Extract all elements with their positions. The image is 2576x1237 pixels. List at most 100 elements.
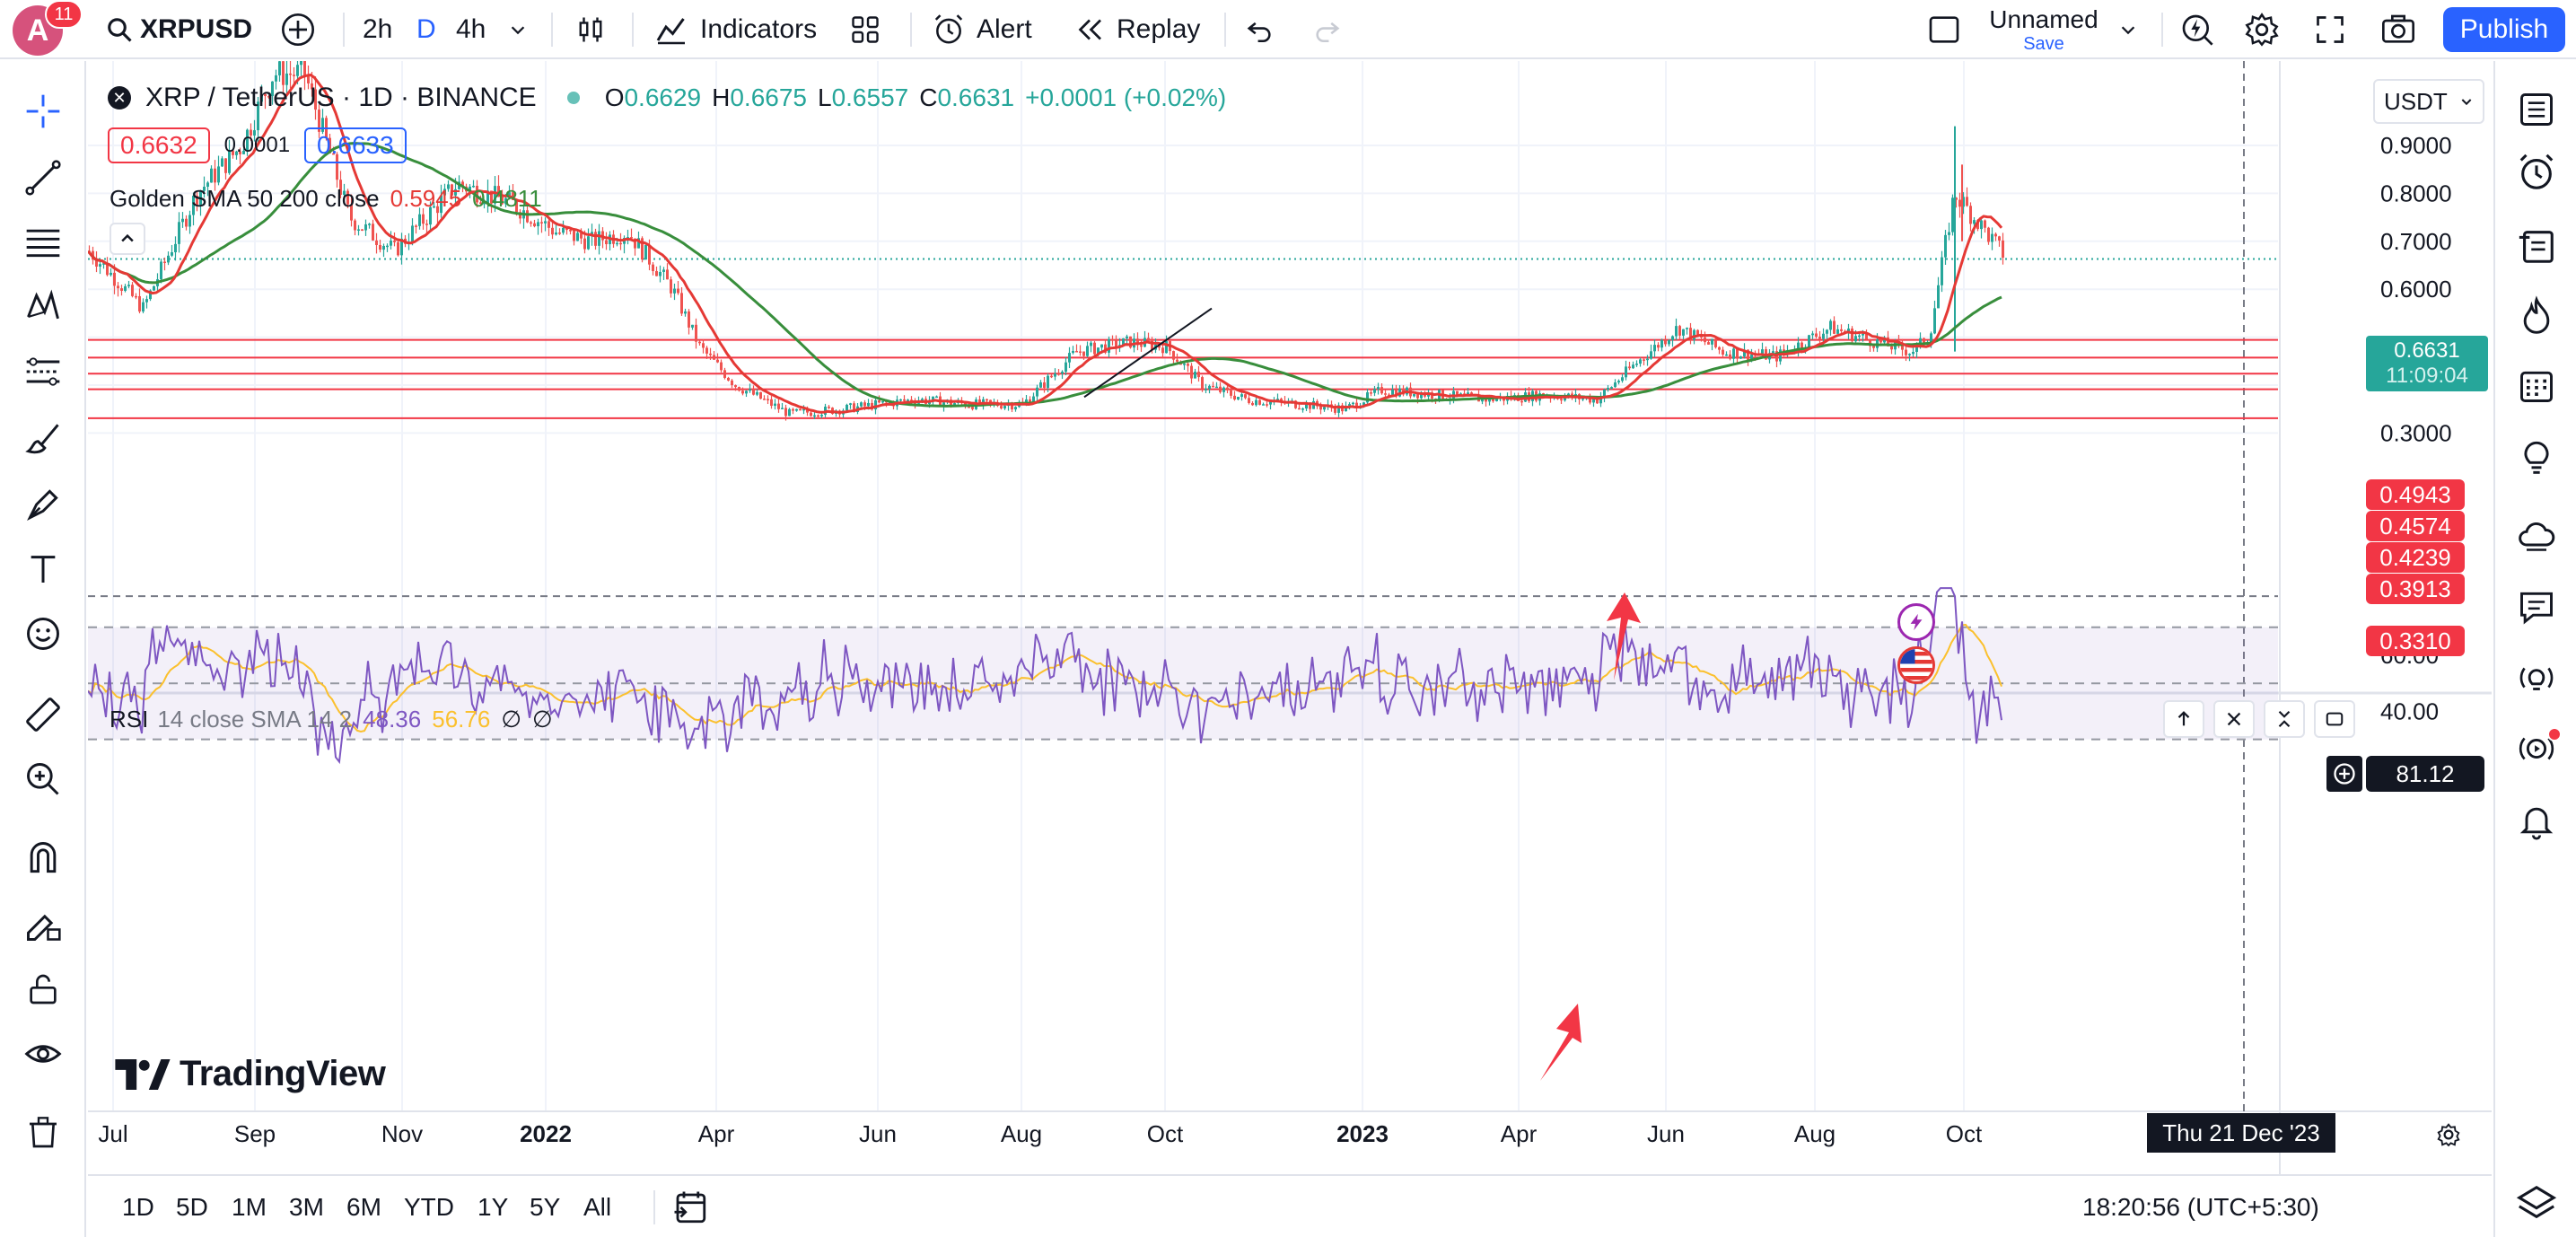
indicators-button[interactable]: Indicators — [655, 0, 817, 59]
bell-icon — [2519, 807, 2554, 840]
replay-broadcast-button[interactable] — [2511, 724, 2562, 774]
news-event-marker[interactable] — [1897, 603, 1935, 641]
settings-button[interactable] — [2244, 0, 2280, 59]
chart-grid — [88, 61, 2492, 1174]
data-window-button[interactable] — [2511, 221, 2562, 271]
rsi-ma-value: 56.76 — [432, 706, 491, 733]
drawing-toolbar — [0, 61, 86, 1237]
axis-settings-button[interactable] — [2431, 1117, 2466, 1153]
range-6m[interactable]: 6M — [346, 1193, 381, 1221]
clock-timezone[interactable]: 18:20:56 (UTC+5:30) — [2082, 1193, 2319, 1221]
sma-lines — [88, 73, 2003, 414]
undo-button[interactable] — [1244, 0, 1275, 59]
collapse-pane-button[interactable] — [2264, 700, 2305, 738]
time-axis[interactable]: Jul Sep Nov 2022 Apr Jun Aug Oct 2023 Apr Jun Aug Oc… — [88, 1113, 2368, 1163]
pattern-tool[interactable] — [20, 284, 66, 330]
rsi-null-2: ∅ — [531, 706, 553, 733]
save-link[interactable]: Save — [2023, 34, 2064, 54]
sell-price-button[interactable]: 0.6632 — [108, 127, 210, 163]
magnet-tool[interactable] — [20, 835, 66, 882]
close-icon — [2227, 712, 2241, 726]
compare-symbol-button[interactable] — [280, 0, 316, 59]
notifications-button[interactable] — [2511, 795, 2562, 846]
watchlist-button[interactable] — [2511, 84, 2562, 135]
symbol-search-button[interactable]: XRPUSD — [106, 0, 252, 59]
range-all[interactable]: All — [583, 1193, 612, 1221]
hide-legend-button[interactable]: ✕ — [108, 86, 131, 110]
zoom-tool[interactable] — [20, 756, 66, 803]
fib-retracement-tool[interactable] — [20, 219, 66, 266]
chart-area[interactable]: 0.90000.80000.70000.60000.300060.0040.00… — [88, 61, 2492, 1174]
interval-2h[interactable]: 2h — [363, 14, 393, 44]
chart-type-button[interactable] — [574, 0, 607, 59]
layouts-button[interactable] — [849, 0, 881, 59]
range-1d[interactable]: 1D — [122, 1193, 154, 1221]
emoji-tool[interactable] — [20, 610, 66, 657]
ohlc-high: 0.6675 — [730, 83, 807, 111]
interval-dropdown[interactable] — [508, 0, 528, 59]
layout-dropdown[interactable] — [2118, 0, 2138, 59]
text-tool[interactable] — [20, 546, 66, 592]
layers-button[interactable] — [2511, 1178, 2562, 1228]
projection-icon — [26, 357, 60, 386]
streams-button[interactable] — [2511, 510, 2562, 560]
currency-selector[interactable]: USDT — [2373, 79, 2484, 124]
indicator-legend[interactable]: Golden SMA 50 200 close 0.5945 0.4811 — [110, 185, 542, 213]
interval-4h[interactable]: 4h — [456, 14, 486, 44]
tradingview-watermark[interactable]: TradingView — [115, 1054, 386, 1094]
rsi-null-1: ∅ — [501, 706, 521, 733]
layout-checkbox[interactable] — [1926, 0, 1962, 59]
add-alert-plus-button[interactable] — [2326, 756, 2362, 792]
snapshot-button[interactable] — [2380, 0, 2416, 59]
chat-button[interactable] — [2511, 582, 2562, 632]
quick-search-button[interactable] — [2179, 0, 2215, 59]
calendar-button[interactable] — [2511, 361, 2562, 411]
fullscreen-button[interactable] — [2314, 0, 2346, 59]
alert-button[interactable]: Alert — [932, 0, 1032, 59]
buy-price-button[interactable]: 0.6633 — [304, 127, 407, 163]
time-tick: Sep — [233, 1120, 276, 1147]
lock-drawings-tool[interactable] — [20, 966, 66, 1013]
range-1m[interactable]: 1M — [232, 1193, 267, 1221]
symbol-label: XRPUSD — [140, 14, 253, 44]
crosshair-tool[interactable] — [20, 88, 66, 135]
time-tick: 2023 — [1336, 1120, 1389, 1147]
chart-canvas[interactable]: 0.90000.80000.70000.60000.300060.0040.00… — [88, 61, 2492, 1174]
range-5d[interactable]: 5D — [176, 1193, 208, 1221]
redo-button[interactable] — [1312, 0, 1343, 59]
trend-line-tool[interactable] — [20, 154, 66, 201]
range-ytd[interactable]: YTD — [404, 1193, 454, 1221]
hide-drawings-tool[interactable] — [20, 1031, 66, 1077]
range-5y[interactable]: 5Y — [530, 1193, 561, 1221]
replay-button[interactable]: Replay — [1073, 0, 1200, 59]
remove-drawings-tool[interactable] — [20, 1110, 66, 1156]
rsi-legend[interactable]: RSI 14 close SMA 14 2 48.36 56.76 ∅ ∅ — [110, 706, 553, 733]
range-1y[interactable]: 1Y — [478, 1193, 509, 1221]
maximize-pane-button[interactable] — [2314, 700, 2355, 738]
ideas-button[interactable] — [2511, 431, 2562, 481]
alerts-panel-button[interactable] — [2511, 147, 2562, 197]
interval-d[interactable]: D — [416, 14, 436, 44]
close-pane-button[interactable] — [2213, 700, 2255, 738]
hotlists-button[interactable] — [2511, 291, 2562, 341]
economic-event-marker[interactable] — [1897, 646, 1935, 684]
layout-name-button[interactable]: Unnamed Save — [1985, 5, 2102, 56]
lock-drawing-mode-tool[interactable] — [20, 901, 66, 948]
publish-button[interactable]: Publish — [2443, 7, 2565, 52]
candles-icon — [579, 17, 602, 42]
goto-date-button[interactable] — [671, 1176, 709, 1237]
measure-tool[interactable] — [20, 691, 66, 738]
collapse-legend-button[interactable] — [110, 223, 145, 255]
level-label-4: 0.3913 — [2366, 574, 2465, 604]
tips-button[interactable] — [2511, 654, 2562, 704]
range-3m[interactable]: 3M — [289, 1193, 324, 1221]
lightbulb-signal-icon — [2519, 667, 2554, 690]
level-label-5: 0.3310 — [2366, 626, 2465, 656]
arrow-tool[interactable] — [20, 481, 66, 528]
unread-dot — [2547, 727, 2562, 741]
chart-legend: ✕ XRP / TetherUS · 1D · BINANCE O 0.6629 … — [108, 83, 1226, 113]
brush-tool[interactable] — [20, 415, 66, 461]
time-tick: Jun — [859, 1120, 897, 1147]
projection-tool[interactable] — [20, 348, 66, 395]
move-pane-up-button[interactable] — [2163, 700, 2204, 738]
